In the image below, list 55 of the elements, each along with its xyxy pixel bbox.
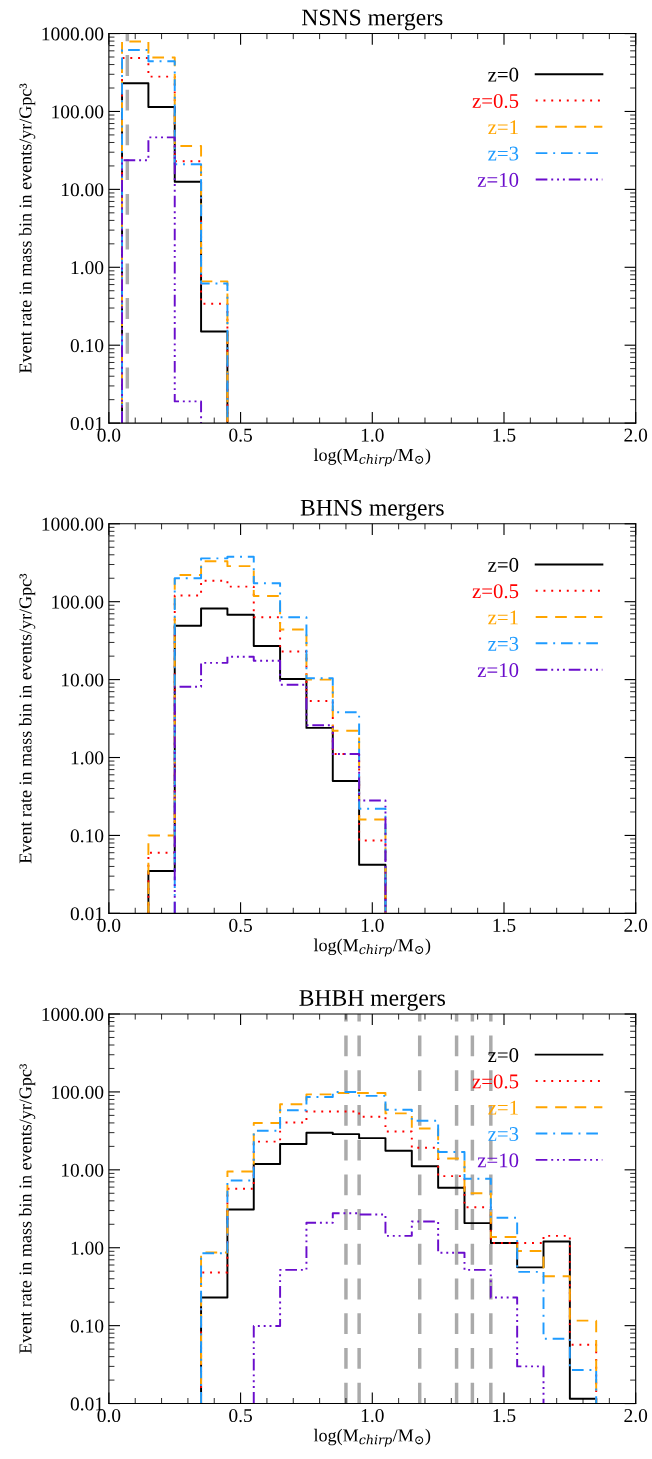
y-tick-label: 1.00 — [71, 261, 104, 275]
y-tick-label: 100.00 — [52, 1085, 104, 1099]
legend-label: z=10 — [477, 663, 519, 678]
chart-title: NSNS mergers — [302, 9, 443, 31]
legend-label: z=0 — [488, 557, 519, 572]
y-tick-label: 0.10 — [70, 1319, 104, 1333]
x-tick-label: 0.0 — [97, 1408, 121, 1423]
legend-label: z=1 — [488, 1100, 518, 1115]
legend-label: z=3 — [488, 1127, 519, 1142]
legend-label: z=0.5 — [472, 93, 519, 109]
legend-label: z=0 — [488, 1048, 519, 1063]
y-tick-label: 0.01 — [70, 1397, 103, 1411]
y-tick-label: 1.00 — [71, 1241, 104, 1255]
x-axis-title: log(M$_{chirp}$/M$_{⊙}$) — [313, 938, 431, 957]
x-tick-label: 2.0 — [624, 428, 648, 442]
y-tick-label: 0.10 — [70, 339, 104, 353]
legend-label: z=0 — [488, 67, 519, 82]
x-tick-label: 1.5 — [493, 918, 516, 932]
legend-label: z=0.5 — [472, 584, 519, 599]
y-axis-title: Event rate in mass bin in events/yr/Gpc³ — [18, 573, 36, 864]
x-tick-label: 1.0 — [361, 1408, 384, 1423]
legend-label: z=1 — [488, 120, 518, 135]
y-axis-title: Event rate in mass bin in events/yr/Gpc³ — [18, 1064, 36, 1354]
x-tick-label: 1.5 — [493, 428, 516, 442]
legend-label: z=0.5 — [472, 1074, 519, 1089]
legend-label: z=10 — [477, 172, 519, 187]
legend-label: z=1 — [488, 610, 518, 625]
x-axis-title: log(M$_{chirp}$/M$_{⊙}$) — [313, 448, 431, 467]
x-tick-label: 0.5 — [229, 1408, 252, 1423]
y-tick-label: 10.00 — [61, 183, 104, 197]
chart-title: BHNS mergers — [300, 499, 444, 521]
legend-label: z=10 — [477, 1153, 519, 1168]
y-tick-label: 10.00 — [61, 673, 104, 687]
y-tick-label: 1000.00 — [42, 27, 104, 41]
legend-label: z=3 — [488, 636, 519, 651]
x-tick-label: 0.5 — [229, 428, 252, 442]
x-tick-label: 2.0 — [624, 1408, 648, 1423]
y-tick-label: 100.00 — [52, 595, 104, 609]
y-tick-label: 1000.00 — [42, 1007, 104, 1022]
chart-title: BHBH mergers — [299, 990, 445, 1011]
y-tick-label: 10.00 — [61, 1163, 104, 1177]
x-tick-label: 0.0 — [97, 428, 121, 442]
y-axis-title: Event rate in mass bin in events/yr/Gpc³ — [18, 83, 36, 373]
x-tick-label: 1.0 — [361, 428, 384, 442]
y-tick-label: 0.01 — [70, 416, 103, 431]
y-tick-label: 100.00 — [52, 105, 104, 119]
x-tick-label: 0.5 — [229, 918, 252, 932]
x-axis-title: log(M$_{chirp}$/M$_{⊙}$) — [313, 1428, 431, 1447]
legend-label: z=3 — [488, 146, 519, 161]
y-tick-label: 1000.00 — [42, 517, 104, 531]
x-tick-label: 2.0 — [624, 918, 648, 932]
y-tick-label: 1.00 — [71, 751, 104, 765]
x-tick-label: 1.0 — [361, 918, 384, 932]
x-tick-label: 1.5 — [493, 1409, 516, 1423]
y-tick-label: 0.10 — [70, 829, 104, 843]
